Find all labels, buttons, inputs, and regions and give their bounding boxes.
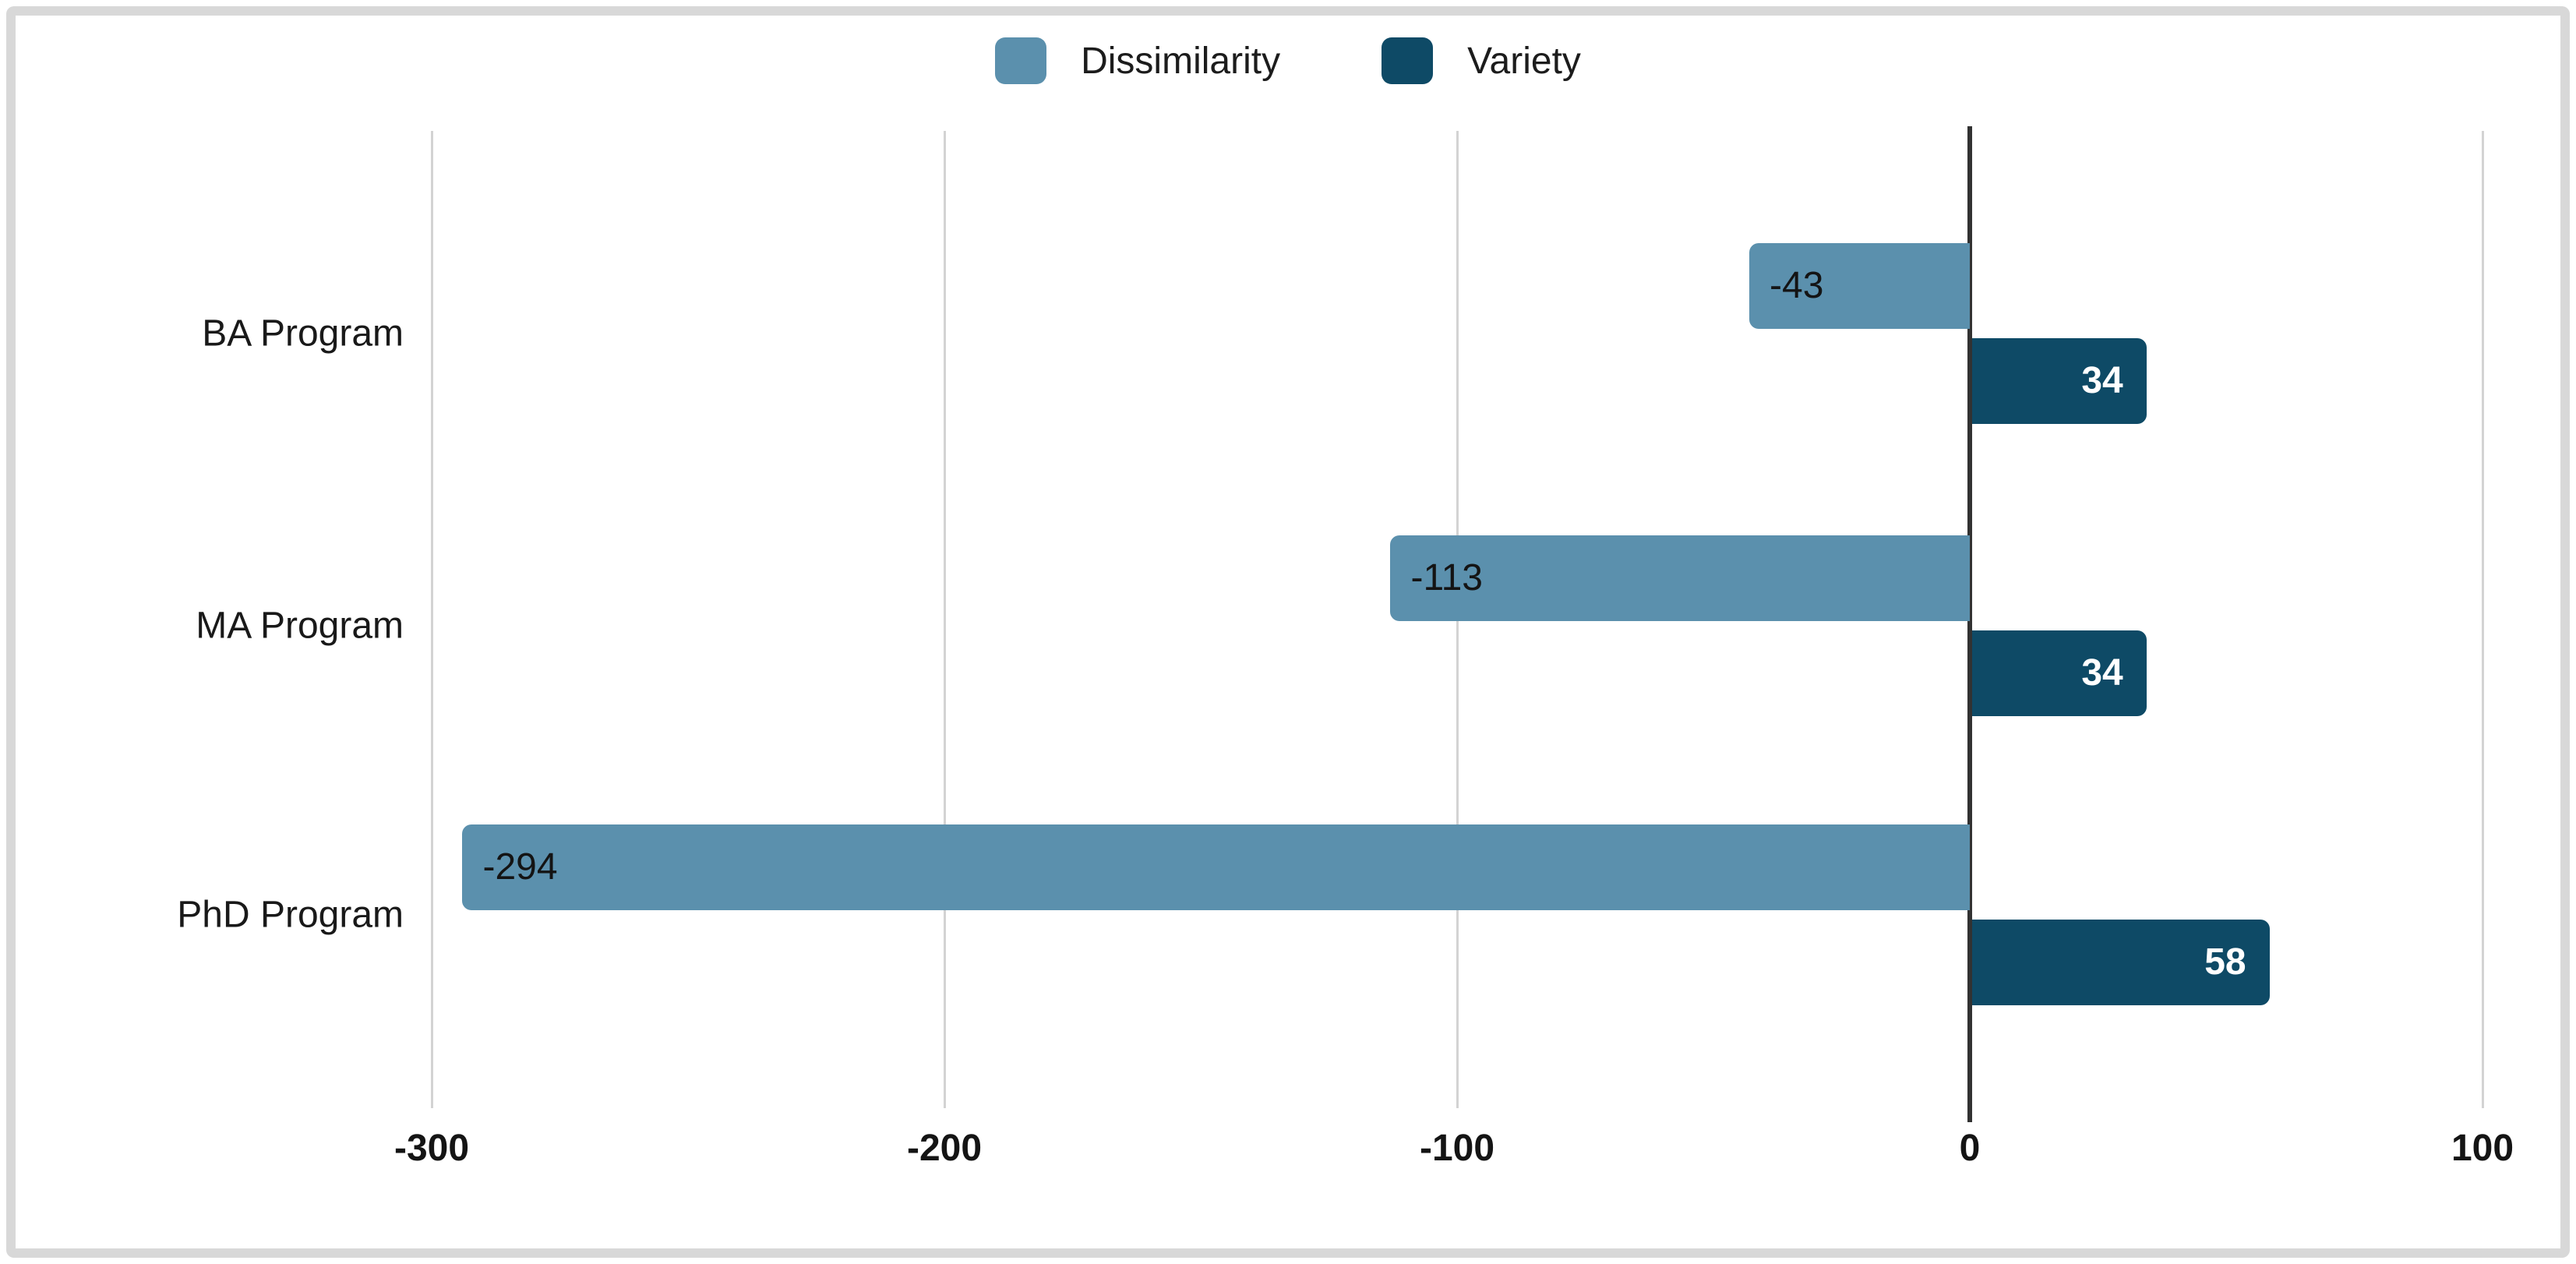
category-label: MA Program: [196, 605, 404, 647]
bar-value-label: 34: [2081, 652, 2123, 694]
bar-value-label: -43: [1770, 265, 1824, 306]
x-axis-tick-label: -300: [393, 1128, 470, 1169]
legend-label: Dissimilarity: [1081, 40, 1281, 82]
bar-value-label: -294: [482, 846, 558, 888]
x-axis-tick-label: 0: [1959, 1128, 1981, 1169]
bar-value-label: 58: [2204, 941, 2246, 983]
category-label: PhD Program: [177, 894, 404, 936]
bar-value-label: 34: [2081, 360, 2123, 401]
zero-axis-line: [1967, 126, 1972, 1122]
bar-variety-phd-program: 58: [1972, 920, 2270, 1005]
legend-swatch-icon: [1382, 37, 1434, 84]
gridline: [430, 131, 433, 1108]
gridline: [2481, 131, 2484, 1108]
bar-value-label: -113: [1410, 557, 1483, 598]
bar-variety-ma-program: 34: [1972, 630, 2147, 716]
gridline: [943, 131, 946, 1108]
legend-swatch-icon: [995, 37, 1047, 84]
x-axis-tick-label: -100: [1419, 1128, 1495, 1169]
x-axis-tick-label: -200: [906, 1128, 983, 1169]
chart-legend: Dissimilarity Variety: [0, 37, 2576, 84]
legend-item-dissimilarity: Dissimilarity: [995, 37, 1280, 84]
legend-label: Variety: [1467, 40, 1581, 82]
legend-item-variety: Variety: [1382, 37, 1581, 84]
bar-dissimilarity-ba-program: -43: [1749, 243, 1970, 329]
bar-variety-ba-program: 34: [1972, 338, 2147, 424]
bar-dissimilarity-ma-program: -113: [1390, 535, 1970, 621]
bar-dissimilarity-phd-program: -294: [462, 824, 1970, 910]
x-axis-tick-label: 100: [2451, 1128, 2514, 1169]
category-label: BA Program: [202, 312, 404, 355]
